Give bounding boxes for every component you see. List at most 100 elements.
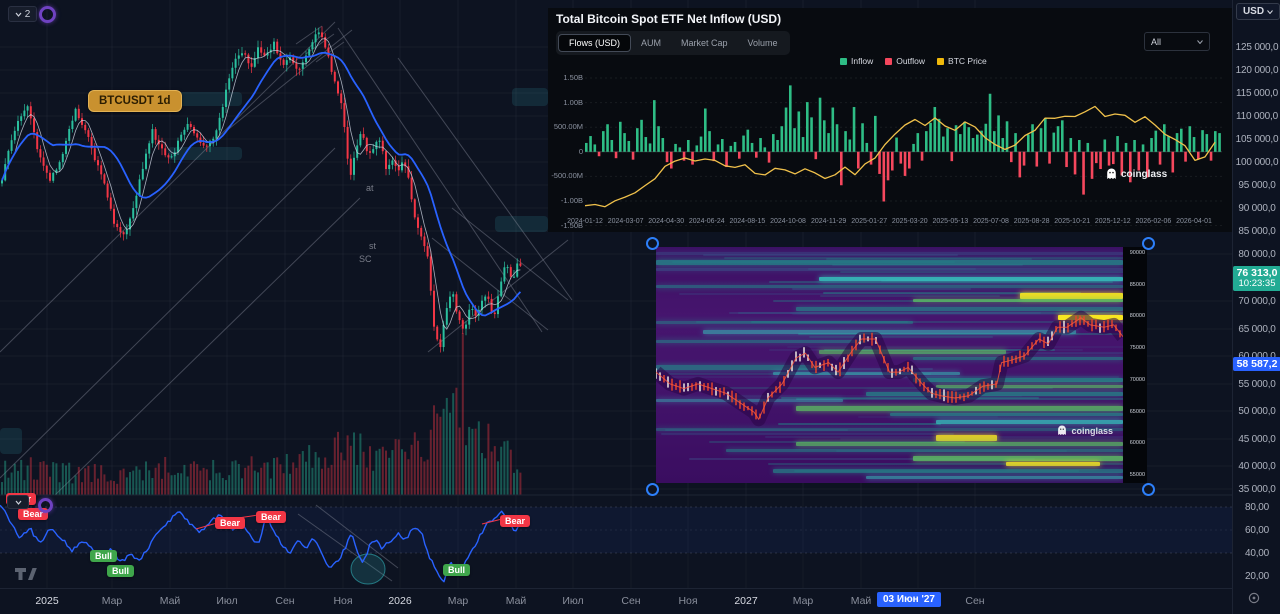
price-tick-label: 40,00 — [1244, 548, 1270, 559]
liquidity-streak — [819, 349, 1007, 354]
pattern-annotation: st — [369, 241, 377, 251]
time-tick-label: Июл — [216, 595, 238, 607]
liquidity-streak — [702, 254, 958, 257]
price-axis[interactable]: USD 125 000,0 120 000,0 115 000,0 110 000,0… — [1232, 0, 1280, 614]
time-tick-label: Ноя — [678, 595, 698, 607]
liquidity-streak — [866, 475, 1123, 479]
bull-signal-label: Bull — [443, 564, 470, 576]
etf-x-label: 2025-01-27 — [851, 218, 888, 225]
etf-title: Total Bitcoin Spot ETF Net Inflow (USD) — [556, 12, 782, 26]
resize-handle-top-right[interactable] — [1142, 237, 1155, 250]
liquidity-streak — [689, 457, 1036, 460]
etf-x-label: 2026-02-06 — [1135, 218, 1172, 225]
ghost-icon — [1058, 425, 1067, 435]
liquidity-streak — [880, 280, 1147, 283]
bear-signal-label: Bear — [500, 515, 531, 527]
liquidity-streak — [656, 251, 1123, 255]
liquidity-streak — [702, 329, 1077, 334]
legend-collapse-button[interactable]: 2 — [8, 6, 37, 22]
time-tick-label: Сен — [965, 595, 985, 607]
etf-x-label: 2025-10-21 — [1054, 218, 1091, 225]
legend-item: BTC Price — [937, 56, 987, 66]
etf-tab-volume[interactable]: Volume — [747, 38, 778, 48]
price-tick-label: 20,00 — [1244, 571, 1270, 582]
time-tick-label: Мар — [101, 595, 123, 607]
time-tick-label: Ноя — [333, 595, 353, 607]
liquidity-streak — [808, 336, 994, 339]
chevron-down-icon — [15, 500, 21, 505]
liquidity-streak — [656, 365, 820, 370]
liquidity-streak — [783, 368, 933, 371]
liquidity-streak — [857, 416, 999, 419]
time-axis[interactable]: 2025 Мар Май Июл Сен Ноя 2026 Мар Май Июл Сен Ноя 20… — [0, 588, 1232, 614]
indicator-collapse-button[interactable] — [7, 495, 29, 509]
currency-button[interactable]: USD — [1236, 3, 1280, 20]
liquidity-streak — [772, 468, 1123, 473]
time-tick-label: Май — [850, 595, 872, 607]
etf-plot — [585, 77, 1222, 226]
resize-handle-bottom-right[interactable] — [1142, 483, 1155, 496]
liquidity-streak — [791, 312, 1126, 315]
heatmap-y-label: 85000 — [1129, 281, 1145, 288]
etf-x-label: 2024-01-12 — [567, 218, 603, 225]
resize-handle-top-left[interactable] — [646, 237, 659, 250]
liquidity-streak — [769, 348, 1083, 351]
liquidity-streak — [772, 372, 960, 376]
etf-tab-market-cap[interactable]: Market Cap — [681, 38, 728, 48]
liquidity-streak — [656, 259, 1123, 265]
etf-tab-flows-usd-[interactable]: Flows (USD) — [558, 34, 631, 52]
indicator-loading-icon — [39, 6, 56, 23]
liquidity-streak — [840, 270, 1147, 273]
heatmap-y-label: 60000 — [1129, 440, 1145, 447]
etf-y-label: 1.50B — [563, 73, 583, 82]
pattern-annotation: at — [366, 183, 374, 193]
price-tick-label: 60,00 — [1244, 525, 1270, 536]
coinglass-watermark: coinglass — [1057, 425, 1113, 436]
heatmap-y-label: 80000 — [1129, 313, 1145, 320]
etf-x-label: 2024-06-24 — [688, 218, 725, 225]
bear-signal-label: Bear — [215, 517, 246, 529]
price-tick-label: 40 000,0 — [1238, 461, 1276, 472]
symbol-badge[interactable]: BTCUSDT 1d — [88, 90, 182, 112]
price-tick-label: 65 000,0 — [1238, 324, 1276, 335]
time-tick-label: Май — [159, 595, 181, 607]
tradingview-logo[interactable] — [14, 566, 40, 582]
price-tick-label: 105 000,0 — [1235, 134, 1279, 145]
resize-handle-bottom-left[interactable] — [646, 483, 659, 496]
indicator-pane[interactable] — [0, 0, 1232, 614]
legend-item: Outflow — [885, 56, 925, 66]
etf-x-label: 2026-04-01 — [1176, 218, 1212, 225]
chevron-down-icon — [1267, 9, 1273, 14]
liquidity-streak — [790, 312, 1147, 315]
time-tick-label: Сен — [621, 595, 641, 607]
liquidity-streak — [723, 257, 1147, 260]
price-tick-label: 45 000,0 — [1238, 434, 1276, 445]
liquidity-streak — [778, 423, 942, 426]
etf-tab-aum[interactable]: AUM — [641, 38, 661, 48]
price-tick-label: 35 000,0 — [1238, 484, 1276, 495]
heatmap-canvas[interactable]: 90000 85000 80000 75000 70000 65000 60000 55000… — [656, 247, 1147, 483]
price-tick-label: 90 000,0 — [1238, 203, 1276, 214]
liquidity-streak — [936, 420, 1123, 425]
price-tick-label: 115 000,0 — [1236, 88, 1278, 99]
heatmap-price-path — [656, 310, 1123, 427]
liquidation-heatmap-image[interactable]: 90000 85000 80000 75000 70000 65000 60000 55000… — [646, 237, 1157, 496]
axis-settings-icon[interactable] — [1247, 591, 1261, 605]
heatmap-y-label: 90000 — [1129, 250, 1145, 256]
heatmap-y-label: 75000 — [1129, 345, 1145, 352]
price-tick-label: 110 000,0 — [1236, 111, 1278, 122]
etf-x-label: 2025-05-13 — [932, 218, 969, 225]
price-tick-label: 120 000,0 — [1235, 65, 1279, 76]
liquidity-streak — [820, 295, 1000, 298]
liquidity-streak — [1006, 461, 1100, 466]
liquidity-streak — [831, 264, 1023, 267]
etf-y-label: 500.00M — [553, 122, 583, 132]
liquidity-streak — [678, 293, 1077, 296]
liquidity-streak — [751, 320, 1139, 323]
price-tick-label: 55 000,0 — [1238, 379, 1276, 390]
etf-x-label: 2025-07-08 — [973, 218, 1009, 225]
etf-netflow-image[interactable]: Total Bitcoin Spot ETF Net Inflow (USD) … — [548, 8, 1232, 232]
liquidity-streak — [786, 346, 1147, 349]
time-tick-label: Июл — [562, 595, 584, 607]
